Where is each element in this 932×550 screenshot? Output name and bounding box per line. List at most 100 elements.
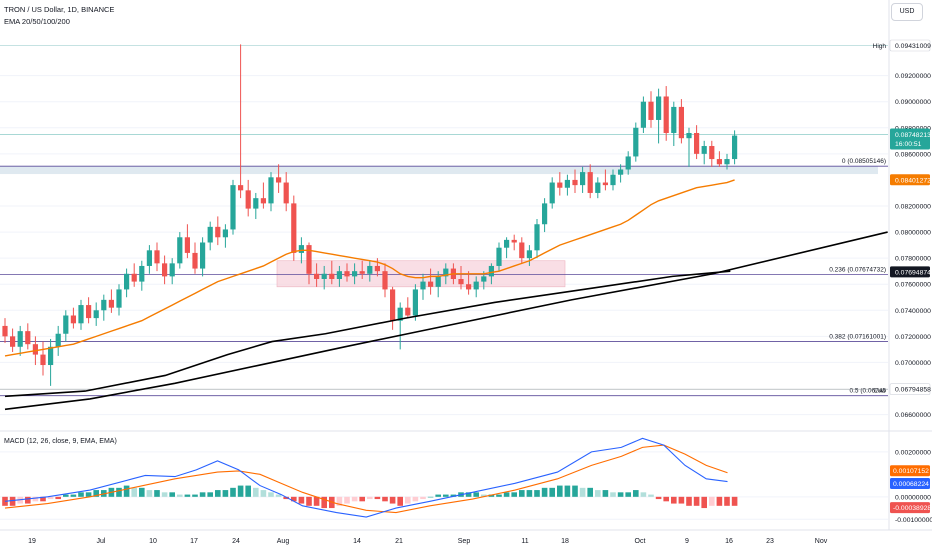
macd-histogram-bar <box>116 487 122 497</box>
macd-histogram-bar <box>131 487 137 497</box>
candle-body <box>10 336 16 347</box>
candle-body <box>215 226 221 238</box>
macd-tick-label: 0.00200000 <box>895 449 931 456</box>
macd-histogram-bar <box>55 496 61 500</box>
macd-histogram-bar <box>731 496 738 506</box>
macd-histogram-bar <box>397 496 403 506</box>
macd-histogram-bar <box>412 496 419 502</box>
candle-body <box>154 250 160 264</box>
macd-histogram-bar <box>557 485 563 497</box>
currency-button[interactable]: USD <box>891 3 923 21</box>
candle-body <box>557 182 563 188</box>
macd-histogram-bar <box>420 496 426 500</box>
candle-body <box>549 182 555 204</box>
candle-body <box>602 182 608 186</box>
macd-histogram-bar <box>724 496 730 506</box>
low-price-label-box <box>889 383 931 395</box>
candle-body <box>336 271 342 279</box>
candle-body <box>207 226 213 243</box>
fib-label: 0 (0.08505146) <box>842 158 886 165</box>
high-tag: High <box>873 43 887 50</box>
candle-body <box>466 284 472 290</box>
time-tick-label: 17 <box>190 538 198 545</box>
macd-histogram-bar <box>344 496 350 504</box>
candle-body <box>139 265 145 282</box>
current-price-label: 0.08748213 <box>895 132 931 139</box>
candle-body <box>169 263 175 277</box>
ema-200-line <box>4 231 888 411</box>
time-tick-label: 21 <box>395 538 403 545</box>
candle-body <box>116 289 122 308</box>
candle-body <box>618 169 624 175</box>
price-tick-label: 0.07200000 <box>895 334 931 341</box>
macd-histogram-bar <box>260 490 267 497</box>
high-price-label-box <box>889 39 931 52</box>
macd-signal-line <box>4 444 728 514</box>
low-price-label: 0.06794858 <box>895 387 931 394</box>
candle-body <box>390 289 396 321</box>
candle-body <box>55 333 61 347</box>
macd-histogram-value: -0.00038928 <box>893 505 931 512</box>
macd-histogram-bar <box>465 492 472 497</box>
candle-body <box>526 250 532 259</box>
candle-body <box>40 354 46 366</box>
candle-body <box>724 159 730 165</box>
candle-body <box>458 278 464 285</box>
time-tick-label: 24 <box>232 538 240 545</box>
macd-histogram-bar <box>146 490 153 497</box>
candle-body <box>648 101 654 120</box>
time-tick-label: 14 <box>353 538 361 545</box>
candle-body <box>321 273 327 279</box>
macd-histogram-bar <box>663 496 669 502</box>
time-tick-label: 10 <box>149 538 157 545</box>
macd-histogram-bar <box>78 492 84 497</box>
macd-histogram-bar <box>161 492 168 497</box>
fib-label: 0.5 (0.06745 <box>849 388 886 395</box>
candle-body <box>572 179 578 186</box>
macd-histogram-bar <box>222 490 229 497</box>
candle-body <box>238 185 244 191</box>
candle-body <box>352 271 358 277</box>
candle-body <box>374 265 380 272</box>
candle-body <box>200 242 206 269</box>
macd-histogram-bar <box>595 490 601 497</box>
candle-body <box>481 276 487 282</box>
candle-body <box>17 331 23 347</box>
macd-histogram-bar <box>405 496 411 504</box>
candle-body <box>48 346 54 366</box>
candle-body <box>260 198 266 204</box>
candle-body <box>405 307 411 316</box>
macd-histogram-bar <box>473 492 479 497</box>
candle-body <box>580 172 586 186</box>
candle-body <box>633 127 639 157</box>
macd-histogram-bar <box>154 490 160 497</box>
time-tick-label: Sep <box>458 538 471 545</box>
macd-histogram-bar <box>648 494 654 497</box>
candle-body <box>314 273 320 279</box>
macd-histogram-bar <box>275 494 282 497</box>
macd-histogram-bar <box>40 496 46 502</box>
ema-20-line <box>4 179 735 357</box>
macd-histogram-bar <box>321 496 327 509</box>
fib-label: 0.236 (0.07674732) <box>829 266 886 273</box>
macd-histogram-bar <box>32 496 39 502</box>
candle-body <box>306 245 312 274</box>
macd-histogram-bar <box>207 492 213 497</box>
macd-histogram-bar <box>70 494 77 497</box>
macd-histogram-bar <box>427 496 434 498</box>
macd-histogram-bar <box>481 494 487 497</box>
candle-body <box>245 190 251 209</box>
macd-histogram-bar <box>47 496 54 500</box>
candle-body <box>640 101 646 128</box>
time-tick-label: Oct <box>635 538 646 545</box>
countdown-label: 16:00:51 <box>895 141 922 148</box>
macd-histogram-bar <box>245 485 251 497</box>
price-tick-label: 0.09000000 <box>895 99 931 106</box>
ema-100-line <box>4 270 731 398</box>
candle-body <box>716 159 722 165</box>
macd-histogram-bar <box>716 496 723 506</box>
price-tick-label: 0.08000000 <box>895 230 931 237</box>
fib-label: 0.382 (0.07161001) <box>829 333 886 340</box>
time-tick-label: 23 <box>766 538 774 545</box>
